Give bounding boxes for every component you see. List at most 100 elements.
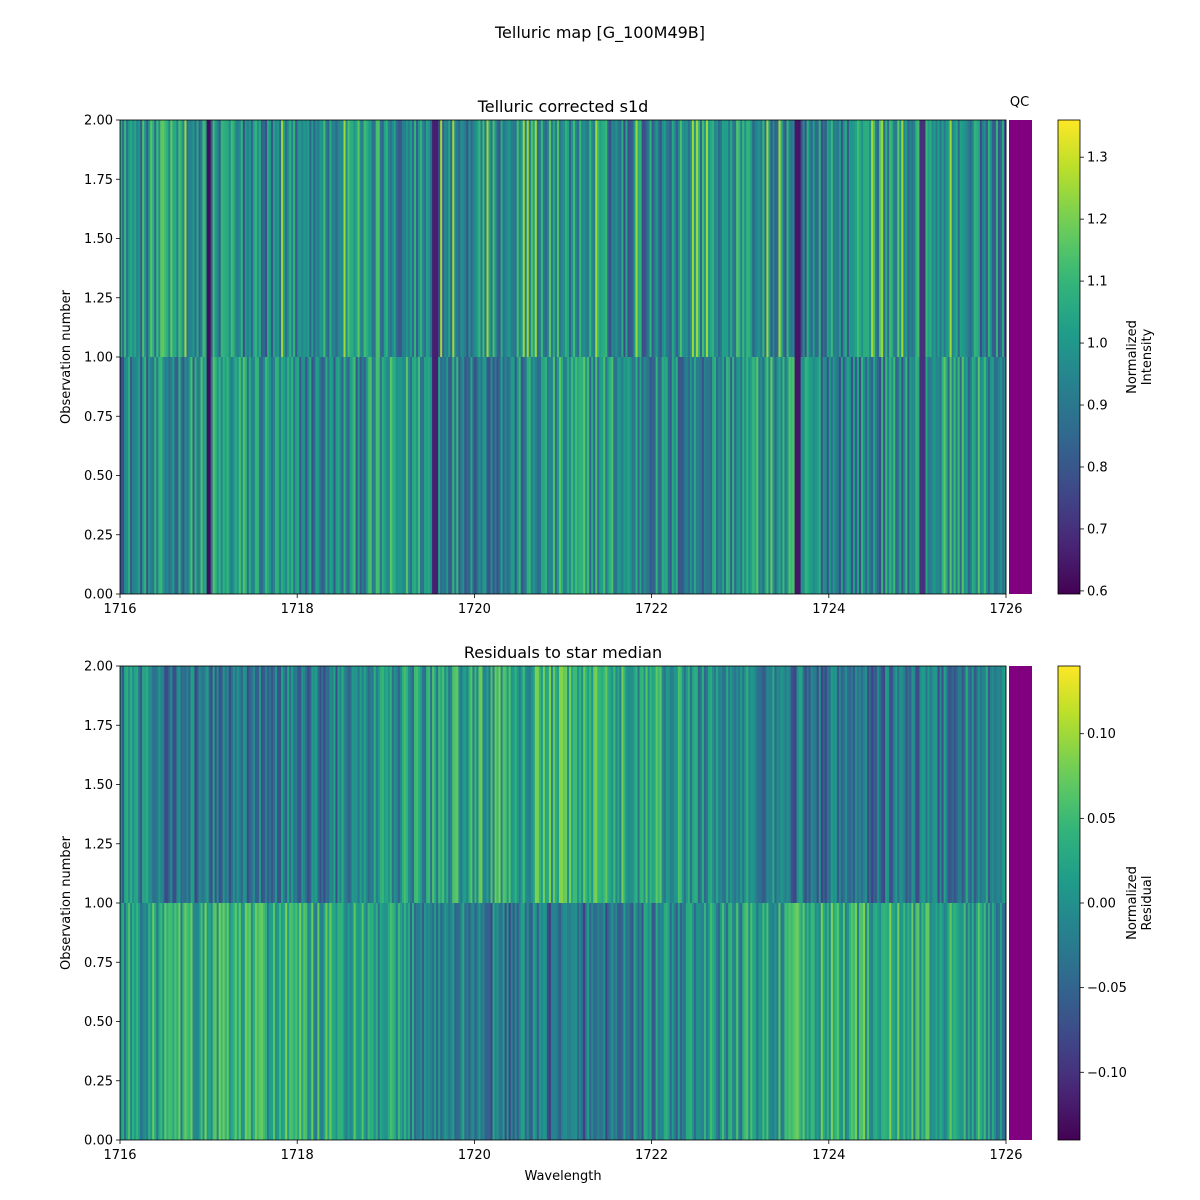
heatmap-cell <box>615 666 618 903</box>
heatmap-cell <box>848 357 852 594</box>
heatmap-cell <box>516 357 520 594</box>
heatmap-cell <box>560 903 564 1140</box>
heatmap-cell <box>466 666 469 903</box>
heatmap-cell <box>659 903 663 1140</box>
heatmap-cell <box>573 357 576 594</box>
heatmap-cell <box>959 120 963 357</box>
x-tick-label: 1718 <box>281 1148 314 1163</box>
heatmap-cell <box>291 903 294 1140</box>
heatmap-cell <box>275 357 278 594</box>
heatmap-cell <box>444 357 447 594</box>
heatmap-cell <box>126 120 129 357</box>
heatmap-cell <box>683 357 687 594</box>
heatmap-cell <box>424 357 427 594</box>
heatmap-cell <box>597 666 600 903</box>
heatmap-cell <box>444 120 447 357</box>
heatmap-cell <box>162 120 165 357</box>
heatmap-cell <box>714 666 717 903</box>
heatmap-cell <box>188 903 191 1140</box>
heatmap-cell <box>563 357 566 594</box>
heatmap-cell <box>478 120 481 357</box>
heatmap-cell <box>953 357 957 594</box>
heatmap-cell <box>848 120 852 357</box>
heatmap-cell <box>985 120 989 357</box>
heatmap-cell <box>905 903 908 1140</box>
heatmap-cell <box>490 120 493 357</box>
heatmap-cell <box>873 666 876 903</box>
heatmap-cell <box>963 666 967 903</box>
heatmap-cell <box>436 903 439 1140</box>
heatmap-cell <box>287 666 290 903</box>
heatmap-cell <box>530 903 534 1140</box>
heatmap-cell <box>512 666 516 903</box>
heatmap-cell <box>140 903 143 1140</box>
heatmap-cell <box>357 120 361 357</box>
heatmap-cell <box>699 666 703 903</box>
heatmap-cell <box>647 120 650 357</box>
heatmap-cell <box>756 903 759 1140</box>
heatmap-cell <box>875 666 878 903</box>
heatmap-cell <box>575 120 578 357</box>
heatmap-cell <box>754 120 757 357</box>
heatmap-cell <box>228 120 232 357</box>
heatmap-cell <box>373 120 377 357</box>
heatmap-cell <box>671 666 675 903</box>
heatmap-cell <box>804 357 808 594</box>
heatmap-cell <box>897 357 900 594</box>
heatmap-cell <box>254 357 258 594</box>
heatmap-cell <box>544 120 548 357</box>
heatmap-cell <box>822 903 826 1140</box>
heatmap-cell <box>426 666 429 903</box>
heatmap-cell <box>341 357 344 594</box>
heatmap-cell <box>810 903 814 1140</box>
heatmap-cell <box>496 666 499 903</box>
heatmap-cell <box>675 903 679 1140</box>
y-tick-label: 0.75 <box>84 956 113 971</box>
heatmap-cell <box>228 666 232 903</box>
heatmap-cell <box>343 903 346 1140</box>
heatmap-cell <box>693 903 697 1140</box>
heatmap-cell <box>464 357 467 594</box>
heatmap-cell <box>196 666 199 903</box>
heatmap-cell <box>987 120 991 357</box>
heatmap-cell <box>516 666 520 903</box>
heatmap-cell <box>865 903 868 1140</box>
x-tick-label: 1716 <box>103 602 136 617</box>
heatmap-cell <box>915 120 918 357</box>
heatmap-cell <box>621 120 624 357</box>
heatmap-cell <box>450 666 453 903</box>
heatmap-cell <box>784 120 787 357</box>
heatmap-cell <box>885 120 888 357</box>
heatmap-cell <box>663 666 667 903</box>
heatmap-cell <box>482 120 485 357</box>
heatmap-cell <box>293 903 296 1140</box>
heatmap-cell <box>724 903 727 1140</box>
heatmap-cell <box>488 120 491 357</box>
heatmap-cell <box>484 120 487 357</box>
heatmap-cell <box>617 666 620 903</box>
heatmap-cell <box>464 120 467 357</box>
heatmap-cell <box>202 357 205 594</box>
heatmap-cell <box>863 120 866 357</box>
heatmap-cell <box>297 120 300 357</box>
heatmap-cell <box>742 666 745 903</box>
heatmap-cell <box>267 666 270 903</box>
heatmap-cell <box>474 357 477 594</box>
heatmap-cell <box>677 903 681 1140</box>
heatmap-cell <box>470 120 473 357</box>
heatmap-cell <box>432 120 435 357</box>
heatmap-cell <box>321 903 324 1140</box>
heatmap-cell <box>655 120 659 357</box>
heatmap-cell <box>877 120 880 357</box>
heatmap-cell <box>611 903 614 1140</box>
heatmap-cell <box>760 357 763 594</box>
heatmap-cell <box>983 357 987 594</box>
heatmap-cell <box>999 357 1003 594</box>
heatmap-cell <box>863 666 866 903</box>
heatmap-cell <box>440 903 443 1140</box>
heatmap-cell <box>665 357 669 594</box>
heatmap-cell <box>603 357 606 594</box>
heatmap-cell <box>975 903 979 1140</box>
heatmap-cell <box>246 903 250 1140</box>
heatmap-cell <box>701 120 705 357</box>
